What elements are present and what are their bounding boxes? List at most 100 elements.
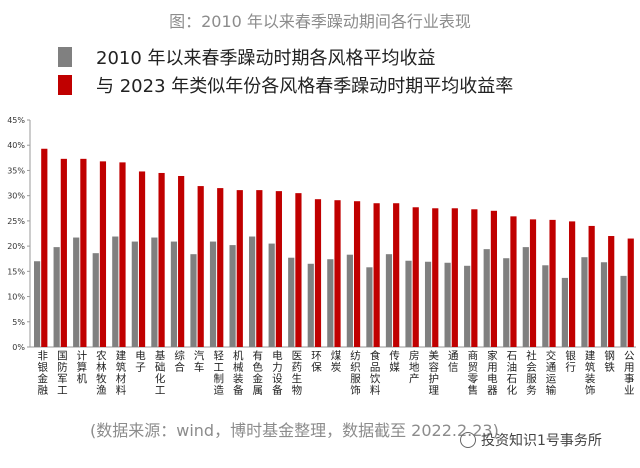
x-tick-label: 社会服务 bbox=[526, 349, 537, 397]
x-tick-label: 纺织服饰 bbox=[350, 349, 361, 397]
bar-series1 bbox=[307, 263, 314, 347]
y-tick-label: 15% bbox=[7, 267, 25, 276]
bar-series2 bbox=[41, 148, 48, 347]
x-tick-label: 综合 bbox=[174, 349, 185, 374]
bar-series1 bbox=[581, 257, 588, 347]
y-tick-label: 0% bbox=[12, 343, 25, 352]
bar-series2 bbox=[393, 203, 400, 347]
legend-swatch-series1 bbox=[58, 47, 72, 67]
y-tick-label: 10% bbox=[7, 293, 25, 302]
x-tick-label: 计算机 bbox=[77, 349, 88, 385]
y-tick-label: 45% bbox=[7, 116, 25, 125]
y-tick-label: 30% bbox=[7, 192, 25, 201]
bar-series1 bbox=[561, 277, 569, 347]
bar-series2 bbox=[353, 201, 361, 347]
x-tick-label: 美容护理 bbox=[428, 349, 439, 397]
x-tick-label: 非银金融 bbox=[38, 350, 49, 397]
bar-series2 bbox=[80, 158, 87, 347]
bar-series1 bbox=[268, 243, 275, 347]
bar-series2 bbox=[217, 188, 224, 347]
x-tick-label: 医药生物 bbox=[292, 350, 303, 397]
bar-series1 bbox=[366, 267, 373, 347]
bar-series2 bbox=[138, 171, 146, 347]
legend-item-series1: 2010 年以来春季躁动时期各风格平均收益 bbox=[58, 45, 436, 69]
bar-series2 bbox=[432, 208, 439, 347]
bar-series1 bbox=[522, 247, 529, 347]
bar-series2 bbox=[608, 236, 615, 347]
x-tick-label: 银行 bbox=[565, 349, 576, 374]
bar-series2 bbox=[197, 186, 204, 347]
bar-series2 bbox=[569, 221, 576, 347]
x-tick-label: 房地产 bbox=[409, 349, 420, 385]
bar-series1 bbox=[170, 241, 178, 347]
bar-series2 bbox=[471, 209, 478, 347]
bar-series1 bbox=[444, 262, 451, 347]
bar-series1 bbox=[151, 237, 158, 347]
y-tick-label: 25% bbox=[7, 217, 25, 226]
bar-series2 bbox=[178, 175, 185, 347]
bar-series1 bbox=[288, 257, 295, 347]
legend-swatch-series2 bbox=[58, 75, 72, 95]
bar-series2 bbox=[275, 191, 282, 347]
bar-series2 bbox=[588, 225, 595, 347]
bar-series2 bbox=[334, 200, 341, 347]
bar-series1 bbox=[92, 253, 99, 347]
chart-title: 图：2010 年以来春季躁动期间各行业表现 bbox=[169, 12, 471, 31]
bar-series2 bbox=[529, 219, 537, 347]
x-tick-label: 电力设备 bbox=[272, 349, 283, 397]
bar-series2 bbox=[236, 190, 243, 347]
x-tick-label: 交通运输 bbox=[546, 349, 557, 397]
x-tick-label: 有色金属 bbox=[253, 349, 264, 397]
bar-series2 bbox=[119, 162, 126, 347]
x-tick-label: 食品饮料 bbox=[370, 349, 381, 397]
bar-series1 bbox=[424, 261, 432, 347]
x-tick-label: 机械装备 bbox=[233, 349, 244, 397]
watermark-text: 投资知识1号事务所 bbox=[481, 433, 602, 449]
x-tick-label: 煤炭 bbox=[331, 349, 342, 374]
bar-series2 bbox=[549, 219, 556, 347]
x-tick-label: 环保 bbox=[311, 350, 322, 374]
bar-series2 bbox=[158, 172, 165, 347]
bar-series1 bbox=[620, 275, 627, 347]
bar-series1 bbox=[34, 261, 41, 347]
x-tick-label: 电子 bbox=[135, 349, 146, 374]
bar-series2 bbox=[256, 190, 263, 347]
source-note: (数据来源：wind，博时基金整理，数据截至 2022.2.23) bbox=[90, 421, 499, 440]
x-tick-label: 国防军工 bbox=[57, 350, 68, 397]
x-tick-label: 石油石化 bbox=[507, 350, 518, 397]
bar-series2 bbox=[451, 208, 458, 347]
legend-label-series1: 2010 年以来春季躁动时期各风格平均收益 bbox=[96, 48, 436, 69]
x-tick-label: 商贸零售 bbox=[468, 349, 479, 397]
bar-series1 bbox=[209, 241, 217, 347]
bar-series1 bbox=[600, 262, 608, 347]
x-tick-label: 基础化工 bbox=[155, 349, 166, 397]
x-tick-label: 公用事业 bbox=[624, 350, 635, 397]
bar-series1 bbox=[112, 236, 119, 347]
bar-series2 bbox=[99, 161, 107, 347]
bar-series2 bbox=[490, 210, 498, 347]
x-tick-label: 传媒 bbox=[389, 350, 400, 374]
y-tick-label: 40% bbox=[7, 141, 25, 150]
legend-label-series2: 与 2023 年类似年份各风格春季躁动时期平均收益率 bbox=[96, 76, 514, 97]
bar-series1 bbox=[73, 237, 80, 347]
bar-series2 bbox=[295, 193, 302, 347]
x-tick-label: 钢铁 bbox=[604, 349, 615, 374]
bar-series2 bbox=[412, 207, 419, 347]
bar-series1 bbox=[346, 254, 353, 347]
y-tick-label: 35% bbox=[7, 166, 25, 175]
bar-series1 bbox=[385, 254, 393, 347]
bar-series1 bbox=[53, 247, 60, 347]
bar-series1 bbox=[464, 265, 471, 347]
x-tick-label: 通信 bbox=[448, 350, 459, 374]
bar-series1 bbox=[249, 236, 256, 347]
x-tick-label: 农林牧渔 bbox=[96, 349, 107, 397]
bar-series1 bbox=[405, 260, 412, 347]
legend-item-series2: 与 2023 年类似年份各风格春季躁动时期平均收益率 bbox=[58, 73, 513, 97]
bar-series1 bbox=[483, 249, 490, 347]
y-tick-label: 20% bbox=[7, 242, 25, 251]
bar-series1 bbox=[229, 245, 236, 347]
bar-series1 bbox=[190, 254, 197, 347]
x-tick-label: 汽车 bbox=[194, 349, 205, 374]
x-tick-label: 建筑装饰 bbox=[585, 349, 596, 397]
watermark: 投资知识1号事务所 bbox=[460, 430, 602, 450]
